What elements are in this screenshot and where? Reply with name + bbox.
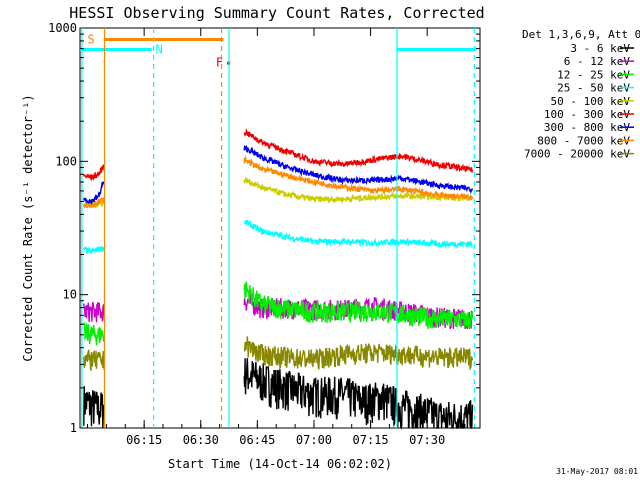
series-line [243, 144, 474, 195]
plot-area: S N F [79, 27, 481, 430]
series-line [243, 219, 473, 250]
series-2 [83, 281, 474, 346]
series-4 [83, 176, 474, 208]
legend-label: 3 - 6 keV [570, 42, 630, 55]
series-3 [83, 219, 473, 255]
legend-label: 25 - 50 keV [557, 82, 630, 95]
series-8 [83, 336, 474, 372]
series-line [83, 196, 105, 209]
legend-label: 12 - 25 keV [557, 68, 630, 81]
legend-label: 300 - 800 keV [544, 121, 630, 134]
series-line [83, 164, 105, 182]
legend-label: 800 - 7000 keV [537, 134, 630, 147]
series-line [83, 246, 105, 255]
x-tick-label: 07:00 [296, 433, 332, 447]
series-0 [83, 358, 474, 430]
series-line [243, 176, 474, 204]
series-line [83, 199, 105, 208]
y-tick-label: 1 [70, 421, 77, 435]
series-6 [83, 144, 474, 205]
footnote: 31-May-2017 08:01 [556, 467, 638, 476]
y-axis-ticks: 1 10 100 1000 [48, 21, 480, 435]
series-line [243, 155, 474, 202]
x-tick-label: 07:15 [353, 433, 389, 447]
x-tick-label: 06:45 [239, 433, 275, 447]
series-line [83, 386, 105, 429]
flag-label: N [155, 42, 162, 56]
flag-label: F [216, 56, 223, 70]
legend-label: 7000 - 20000 keV [524, 148, 630, 161]
y-tick-label: 100 [55, 154, 77, 168]
legend-label: 50 - 100 keV [551, 95, 631, 108]
x-tick-label: 06:30 [183, 433, 219, 447]
flag-label: S [88, 32, 95, 46]
y-tick-label: 1000 [48, 21, 77, 35]
series-5 [83, 127, 474, 182]
series-line [243, 127, 474, 173]
series-line [83, 349, 105, 372]
legend-label: 100 - 300 keV [544, 108, 630, 121]
chart-title: HESSI Observing Summary Count Rates, Cor… [69, 4, 484, 22]
x-tick-label: 06:15 [126, 433, 162, 447]
series-line [83, 321, 105, 346]
y-axis-label: Corrected Count Rate (s⁻¹ detector⁻¹) [21, 94, 35, 361]
series-line [243, 358, 474, 430]
x-axis-label: Start Time (14-Oct-14 06:02:02) [168, 457, 392, 471]
series-line [243, 281, 474, 330]
plot-frame [79, 27, 481, 429]
series-line [83, 181, 105, 205]
series-line [83, 301, 105, 323]
x-axis-ticks: 06:15 06:30 06:45 07:00 07:15 07:30 [87, 28, 466, 447]
series-7 [83, 155, 474, 209]
y-tick-label: 10 [63, 288, 77, 302]
series-line [243, 336, 474, 371]
x-tick-label: 07:30 [409, 433, 445, 447]
observing-flags: S N F [80, 28, 477, 428]
legend-title: Det 1,3,6,9, Att 0 [522, 28, 640, 41]
legend-label: 6 - 12 keV [564, 55, 631, 68]
